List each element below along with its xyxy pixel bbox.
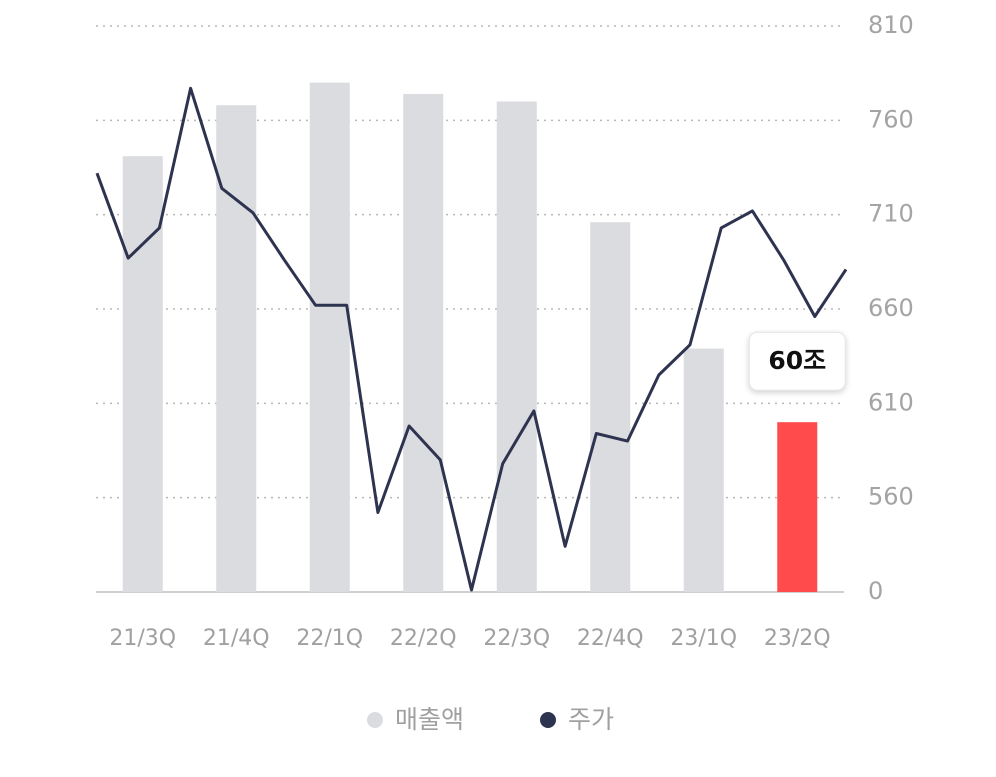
bar: [590, 222, 631, 593]
y-tick-label: 560: [868, 483, 914, 511]
bar: [683, 348, 724, 592]
bar: [216, 105, 257, 593]
x-tick-label: 22/2Q: [390, 626, 457, 651]
legend-label: 주가: [568, 705, 614, 734]
y-tick-label: 810: [868, 11, 914, 39]
y-tick-label: 0: [868, 577, 883, 605]
tooltip: 60조: [748, 331, 846, 391]
bar: [309, 82, 350, 592]
y-tick-label: 610: [868, 388, 914, 416]
line: [95, 86, 848, 592]
data-label: 60조: [768, 346, 826, 375]
x-tick-label: 22/1Q: [296, 626, 363, 651]
bar: [122, 156, 163, 592]
y-tick-label: 760: [868, 105, 914, 133]
y-tick-label: 660: [868, 294, 914, 322]
x-tick-label: 22/4Q: [577, 626, 644, 651]
x-tick-label: 21/4Q: [203, 626, 270, 651]
bar: [403, 93, 444, 593]
bar: [777, 422, 818, 592]
bar: [496, 101, 537, 592]
x-tick-label: 23/1Q: [670, 626, 737, 651]
y-tick-label: 710: [868, 200, 914, 228]
legend-label: 매출액: [395, 705, 464, 734]
legend-swatch: [540, 712, 556, 728]
x-tick-label: 21/3Q: [109, 626, 176, 651]
x-tick-label: 23/2Q: [764, 626, 831, 651]
tooltip-box: [748, 331, 846, 391]
legend-swatch: [367, 712, 383, 728]
x-tick-label: 22/3Q: [483, 626, 550, 651]
